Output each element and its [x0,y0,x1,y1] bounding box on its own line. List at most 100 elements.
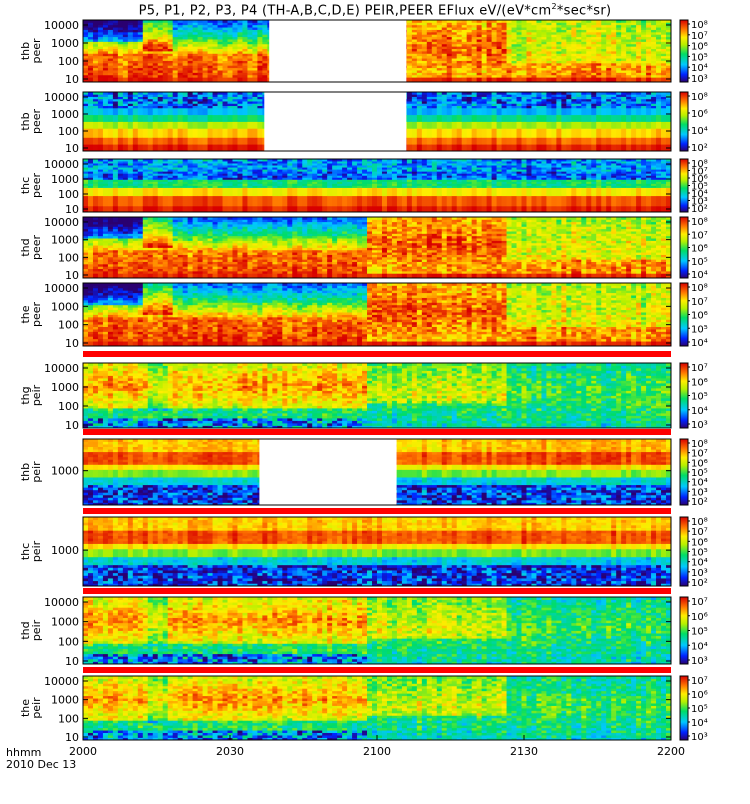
spectrogram-cell [262,30,267,33]
spectrogram-cell [88,63,93,66]
spectrogram-cell [262,22,267,25]
spectrogram-cell [522,56,527,59]
spectrogram-cell [228,53,233,56]
spectrogram-cell [517,37,522,40]
spectrogram-cell [193,27,198,30]
spectrogram-cell [522,49,527,52]
spectrogram-cell [237,112,242,115]
spectrogram-cell [452,56,457,59]
spectrogram-cell [203,77,208,80]
spectrogram-cell [536,68,541,71]
spectrogram-cell [183,65,188,68]
spectrogram-cell [223,126,228,129]
spectrogram-cell [208,122,213,125]
spectrogram-cell [252,61,257,64]
spectrogram-cell [457,63,462,66]
spectrogram-cell [183,27,188,30]
spectrogram-cell [482,37,487,40]
spectrogram-cell [487,53,492,56]
spectrogram-cell [88,41,93,44]
spectrogram-cell [551,46,556,49]
spectrogram-cell [422,77,427,80]
spectrogram-cell [472,77,477,80]
spectrogram-cell [128,72,133,75]
spectrogram-cell [452,75,457,78]
spectrogram-cell [237,56,242,59]
spectrogram-cell [462,72,467,75]
spectrogram-cell [522,32,527,35]
spectrogram-cell [83,119,88,122]
spectrogram-cell [257,53,262,56]
spectrogram-cell [477,61,482,64]
spectrogram-cell [487,51,492,54]
spectrogram-cell [247,30,252,33]
spectrogram-cell [412,68,417,71]
spectrogram-cell [531,63,536,66]
spectrogram-cell [531,46,536,49]
spectrogram-cell [118,44,123,47]
spectrogram-cell [631,56,636,59]
spectrogram-cell [452,51,457,54]
spectrogram-cell [198,41,203,44]
spectrogram-cell [178,22,183,25]
spectrogram-cell [218,70,223,73]
spectrogram-cell [138,146,143,149]
spectrogram-cell [98,53,103,56]
spectrogram-cell [178,77,183,80]
spectrogram-cell [237,46,242,49]
spectrogram-cell [198,27,203,30]
spectrogram-cell [198,34,203,37]
spectrogram-cell [108,34,113,37]
spectrogram-cell [163,142,168,145]
spectrogram-cell [203,133,208,136]
spectrogram-cell [232,32,237,35]
spectrogram-cell [556,44,561,47]
spectrogram-cell [193,146,198,149]
spectrogram-cell [257,25,262,28]
spectrogram-cell [482,44,487,47]
spectrogram-cell [247,44,252,47]
spectrogram-cell [188,70,193,73]
spectrogram-cell [128,39,133,42]
spectrogram-cell [98,117,103,120]
spectrogram-cell [412,58,417,61]
spectrogram-cell [611,56,616,59]
spectrogram-cell [113,77,118,80]
spectrogram-cell [621,25,626,28]
spectrogram-cell [646,65,651,68]
spectrogram-cell [193,30,198,33]
spectrogram-cell [581,58,586,61]
spectrogram-cell [128,146,133,149]
spectrogram-cell [208,119,213,122]
spectrogram-cell [566,65,571,68]
spectrogram-cell [128,124,133,127]
spectrogram-cell [576,77,581,80]
spectrogram-cell [138,53,143,56]
spectrogram-cell [522,61,527,64]
spectrogram-cell [257,135,262,138]
spectrogram-cell [621,65,626,68]
spectrogram-cell [133,131,138,134]
spectrogram-cell [487,72,492,75]
spectrogram-cell [103,46,108,49]
spectrogram-cell [168,144,173,147]
spectrogram-cell [596,51,601,54]
spectrogram-cell [407,41,412,44]
spectrogram-cell [163,63,168,66]
spectrogram-cell [531,72,536,75]
spectrogram-cell [247,25,252,28]
spectrogram-cell [218,75,223,78]
spectrogram-cell [561,56,566,59]
spectrogram-cell [113,32,118,35]
spectrogram-cell [88,146,93,149]
spectrogram-cell [208,30,213,33]
spectrogram-cell [133,99,138,102]
spectrogram-cell [257,68,262,71]
spectrogram-cell [522,27,527,30]
colorbar-gradient [680,20,688,82]
spectrogram-cell [208,142,213,145]
spectrogram-cell [606,46,611,49]
spectrogram-cell [571,27,576,30]
spectrogram-cell [203,49,208,52]
spectrogram-cell [472,22,477,25]
